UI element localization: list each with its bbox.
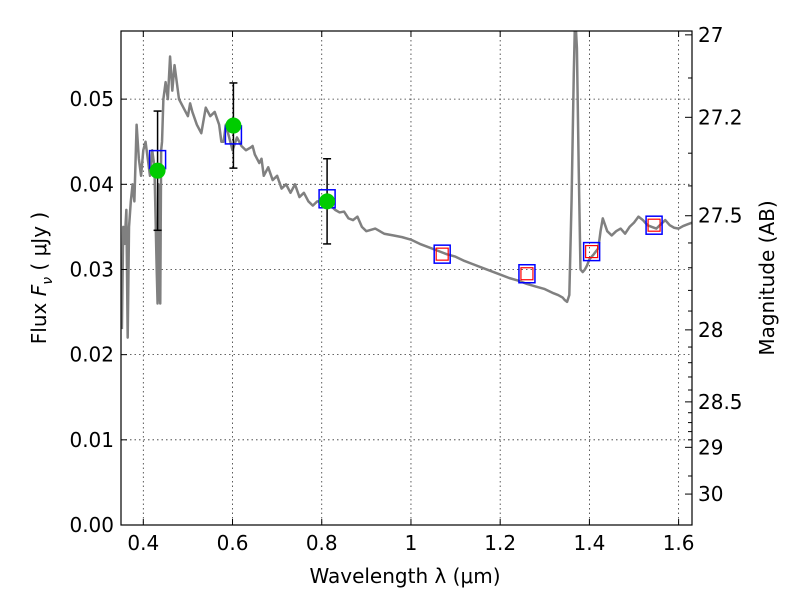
detection-point [225,117,242,134]
x-tick-label: 1 [405,531,418,555]
mag-tick-label: 28.5 [698,390,743,414]
mag-tick-label: 29 [698,435,723,459]
y-axis-label-prefix: Flux [27,296,51,344]
model-photometry-square [433,244,451,264]
y-axis-label: Flux Fν ( μJy ) [27,212,56,344]
y-tick-label: 0.05 [69,87,114,111]
ticks: 0.4 0.6 0.8 1 1.2 1.4 1.6 0.00 0.01 0.02 0.03 0.04 0… [69,23,742,555]
x-tick-label: 0.6 [217,531,249,555]
x-tick-label: 1.4 [573,531,605,555]
y-axis-label-suffix: ( μJy ) [27,212,51,277]
y-tick-label: 0.00 [69,513,114,537]
x-tick-label: 0.8 [306,531,338,555]
upper-limit-square [520,267,534,281]
plot-area [121,31,692,339]
y-axis-label-sub: ν [40,277,56,285]
mag-tick-label: 27 [698,23,723,47]
y2-axis-label: Magnitude (AB) [755,200,779,355]
model-photometry-square [582,241,601,262]
x-axis-label: Wavelength λ (μm) [309,564,500,588]
plot-frame [120,30,693,526]
y-tick-label: 0.03 [69,257,114,281]
y-tick-label: 0.02 [69,343,114,367]
upper-limit-square [585,244,599,259]
x-tick-label: 1.2 [484,531,516,555]
y-tick-label: 0.04 [69,172,114,196]
x-tick-label: 1.6 [663,531,695,555]
mag-tick-label: 27.2 [698,105,743,129]
mag-tick-label: 28 [698,318,723,342]
mag-tick-label: 27.5 [698,204,743,228]
model-photometry-square [518,263,536,284]
y-tick-label: 0.01 [69,428,114,452]
upper-limit-square [435,247,449,261]
grid [121,31,692,526]
mag-tick-label: 30 [698,482,723,506]
y-axis-label-var: F [27,284,51,296]
model-spectrum-line [121,31,692,339]
detection-point [149,162,166,179]
model-photometry-square [645,215,663,235]
detection-point [319,193,336,210]
upper-limit-square [647,218,661,232]
x-tick-label: 0.4 [127,531,159,555]
